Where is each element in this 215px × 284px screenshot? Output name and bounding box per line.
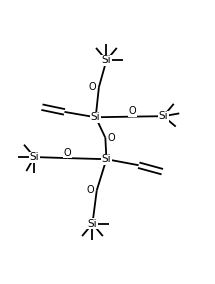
Text: Si: Si bbox=[30, 152, 39, 162]
Text: Si: Si bbox=[88, 219, 97, 229]
Text: O: O bbox=[108, 133, 116, 143]
Text: Si: Si bbox=[102, 55, 111, 65]
Text: Si: Si bbox=[102, 154, 111, 164]
Text: O: O bbox=[64, 148, 72, 158]
Text: O: O bbox=[89, 82, 96, 92]
Text: Si: Si bbox=[159, 111, 168, 121]
Text: O: O bbox=[86, 185, 94, 195]
Text: Si: Si bbox=[91, 112, 100, 122]
Text: O: O bbox=[128, 106, 136, 116]
